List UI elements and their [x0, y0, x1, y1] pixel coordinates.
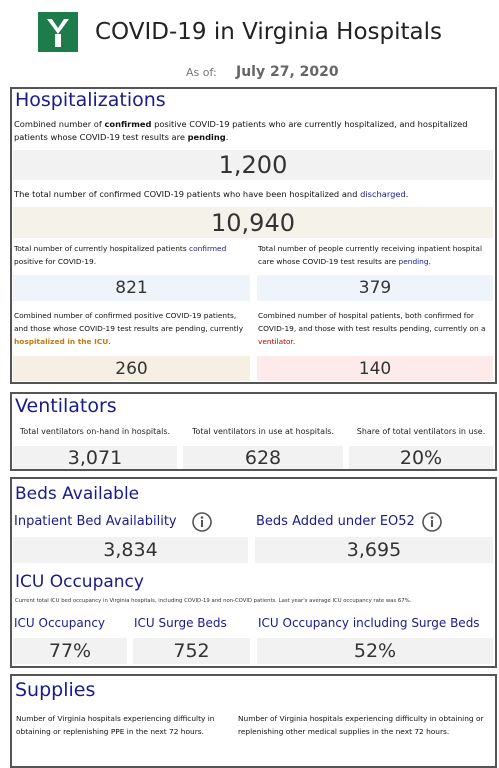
text-segment: Total number of currently hospitalized p…: [14, 244, 190, 253]
heading: ICU Occupancy: [15, 572, 144, 592]
metric-value: 10,940: [13, 207, 493, 238]
text-segment: .: [405, 189, 409, 199]
logo: [38, 12, 78, 52]
metric-label: Beds Added under EO52: [256, 514, 415, 529]
metric-label: Total ventilators in use at hospitals.: [192, 427, 334, 436]
metric-value: 52%: [257, 638, 493, 664]
text-segment: pending: [398, 257, 429, 266]
text-segment: .: [428, 257, 431, 266]
text-segment: The total number of confirmed COVID-19 p…: [14, 189, 361, 199]
supplies-panel: [10, 674, 497, 768]
metric-label: ICU Occupancy: [14, 616, 106, 630]
metric-value: 260: [13, 356, 250, 381]
metric-value: 77%: [13, 638, 127, 664]
metric-label: Number of Virginia hospitals experiencin…: [16, 714, 215, 736]
text-segment: positive for COVID-19.: [14, 257, 97, 266]
metric-value: 379: [257, 275, 493, 301]
metric-value: 20%: [349, 446, 493, 469]
metric-value: 821: [13, 275, 250, 301]
metric-label: Number of Virginia hospitals experiencin…: [238, 714, 484, 736]
text-segment: ventilator: [258, 337, 293, 346]
heading: Ventilators: [15, 395, 117, 417]
metric-value: 3,071: [13, 446, 177, 469]
metric-label: Total ventilators on-hand in hospitals.: [19, 427, 171, 436]
text-segment: discharged: [360, 189, 406, 199]
note: Current total ICU bed occupancy in Virgi…: [15, 598, 412, 604]
ventilators-panel: [10, 392, 497, 471]
text-segment: Total number of people currently receivi…: [258, 244, 483, 266]
heading: Supplies: [15, 679, 96, 701]
text-segment: confirmed: [104, 119, 152, 129]
description: Total number of people currently receivi…: [258, 242, 490, 268]
description: Total number of currently hospitalized p…: [14, 242, 234, 268]
text-segment: Combined number of hospital patients, bo…: [258, 311, 486, 333]
metric-value: 1,200: [13, 150, 493, 180]
metric-label: Share of total ventilators in use.: [356, 427, 486, 436]
title: COVID-19 in Virginia Hospitals: [95, 19, 442, 45]
metric-label: Inpatient Bed Availability: [14, 514, 177, 529]
hospitalizations-panel: [10, 87, 497, 384]
text-segment: .: [292, 337, 296, 346]
text-segment: Combined number of confirmed positive CO…: [14, 311, 244, 333]
metric-value: 3,695: [255, 537, 493, 563]
text-segment: confirmed: [189, 244, 227, 253]
description: Combined number of confirmed positive CO…: [14, 118, 484, 144]
date: July 27, 2020: [236, 64, 339, 80]
text-segment: pending: [187, 132, 226, 142]
text-segment: positive COVID-19 patients who are curre…: [14, 119, 468, 142]
text-segment: hospitalized in the ICU: [14, 337, 109, 346]
description: Combined number of hospital patients, bo…: [258, 309, 490, 348]
text-segment: .: [225, 132, 229, 142]
description: The total number of confirmed COVID-19 p…: [14, 188, 484, 201]
metric-label: ICU Surge Beds: [134, 616, 227, 630]
metric-label: ICU Occupancy including Surge Beds: [258, 616, 480, 630]
info-icon[interactable]: [191, 511, 213, 533]
info-icon[interactable]: [421, 511, 443, 533]
beds-panel: [10, 477, 497, 668]
metric-value: 140: [257, 356, 493, 381]
metric-value: 3,834: [13, 537, 248, 563]
text-segment: Combined number of: [14, 119, 105, 129]
description: Combined number of confirmed positive CO…: [14, 309, 250, 348]
heading: Beds Available: [15, 484, 140, 504]
metric-value: 752: [133, 638, 250, 664]
heading: Hospitalizations: [15, 89, 166, 111]
text-segment: .: [108, 337, 111, 346]
metric-value: 628: [183, 446, 343, 469]
as-of-label: As of:: [186, 66, 217, 79]
